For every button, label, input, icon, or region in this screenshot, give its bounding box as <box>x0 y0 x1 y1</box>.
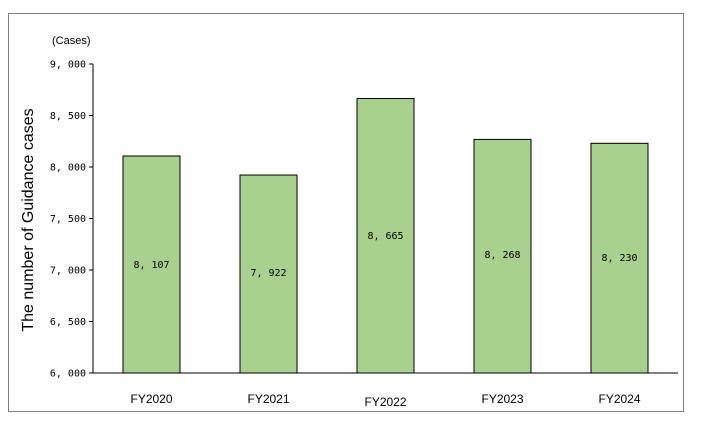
data-label-fy2020: 8, 107 <box>133 260 169 271</box>
unit-label: (Cases) <box>52 35 91 47</box>
y-tick-label: 7, 000 <box>50 266 86 277</box>
y-tick-label: 6, 000 <box>50 369 86 380</box>
y-axis-ticks: 6, 000 6, 500 7, 000 7, 500 8, 000 8, 500 9, 0… <box>50 60 93 380</box>
y-tick-label: 8, 500 <box>50 111 86 122</box>
bars: 8, 107 FY2020 7, 922 FY2021 8, 665 FY2022 8, 2… <box>122 98 649 409</box>
data-label-fy2022: 8, 665 <box>367 231 403 242</box>
x-tick-label-fy2022: FY2022 <box>364 395 406 409</box>
x-tick-label-fy2024: FY2024 <box>598 392 640 406</box>
data-label-fy2021: 7, 922 <box>250 268 286 279</box>
y-tick-label: 6, 500 <box>50 317 86 328</box>
bar-fy2023 <box>473 138 532 374</box>
x-tick-label-fy2020: FY2020 <box>130 392 172 406</box>
data-label-fy2023: 8, 268 <box>484 250 520 261</box>
y-tick-label: 7, 500 <box>50 214 86 225</box>
y-tick-label: 9, 000 <box>50 60 86 71</box>
bar-fy2020 <box>122 155 181 374</box>
y-axis-title: The number of Guidance cases <box>20 108 37 331</box>
x-tick-label-fy2023: FY2023 <box>481 392 523 406</box>
y-tick-label: 8, 000 <box>50 163 86 174</box>
bar-fy2024 <box>590 142 649 374</box>
chart-frame <box>8 13 684 412</box>
bar-fy2021 <box>239 174 298 374</box>
bar-fy2022 <box>356 98 415 374</box>
data-label-fy2024: 8, 230 <box>601 253 637 264</box>
x-tick-label-fy2021: FY2021 <box>247 392 289 406</box>
